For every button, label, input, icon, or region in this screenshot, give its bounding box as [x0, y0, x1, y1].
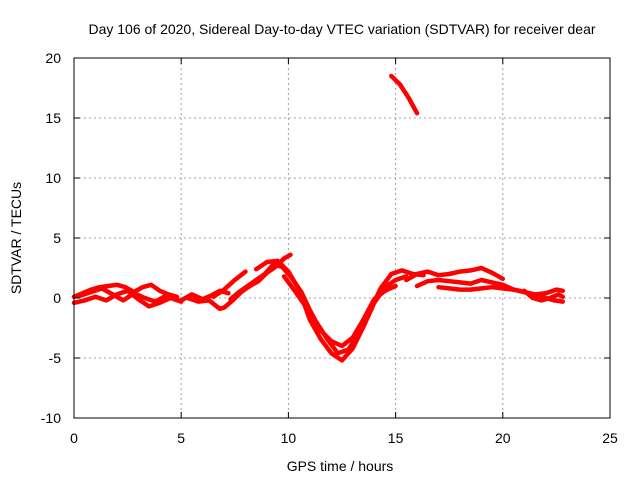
series-line-track-1	[71, 282, 180, 300]
series-line-track-3	[78, 286, 180, 304]
x-tick-label: 0	[70, 430, 78, 446]
x-tick-label: 15	[388, 430, 404, 446]
series-line-track-11	[404, 265, 506, 283]
y-axis-label: SDTVAR / TECUs	[8, 182, 24, 294]
series-line-track-9	[281, 268, 426, 356]
series-line-track-2	[71, 288, 184, 309]
y-tick-label: 10	[45, 170, 61, 186]
y-tick-label: 5	[53, 230, 61, 246]
x-tick-label: 10	[281, 430, 297, 446]
x-tick-label: 25	[602, 430, 618, 446]
y-tick-label: -5	[49, 350, 62, 366]
y-tick-label: 0	[53, 290, 61, 306]
series-line-track-6	[211, 269, 248, 300]
series-group	[71, 73, 566, 363]
series-line-track-12	[414, 277, 566, 297]
y-tick-label: 20	[45, 50, 61, 66]
y-tick-label: 15	[45, 110, 61, 126]
grid-lines	[74, 58, 610, 418]
x-axis-label: GPS time / hours	[287, 458, 394, 474]
series-line-track-8	[253, 258, 409, 363]
x-tick-label: 20	[495, 430, 511, 446]
axis-ticks: 0 5 10 15 20 25 -10 -5 0 5 10 15 20	[41, 50, 618, 446]
chart-title: Day 106 of 2020, Sidereal Day-to-day VTE…	[88, 21, 595, 37]
y-tick-label: -10	[41, 410, 61, 426]
x-tick-label: 5	[177, 430, 185, 446]
series-line-track-10	[389, 73, 420, 116]
series-line-track-14	[521, 288, 566, 303]
